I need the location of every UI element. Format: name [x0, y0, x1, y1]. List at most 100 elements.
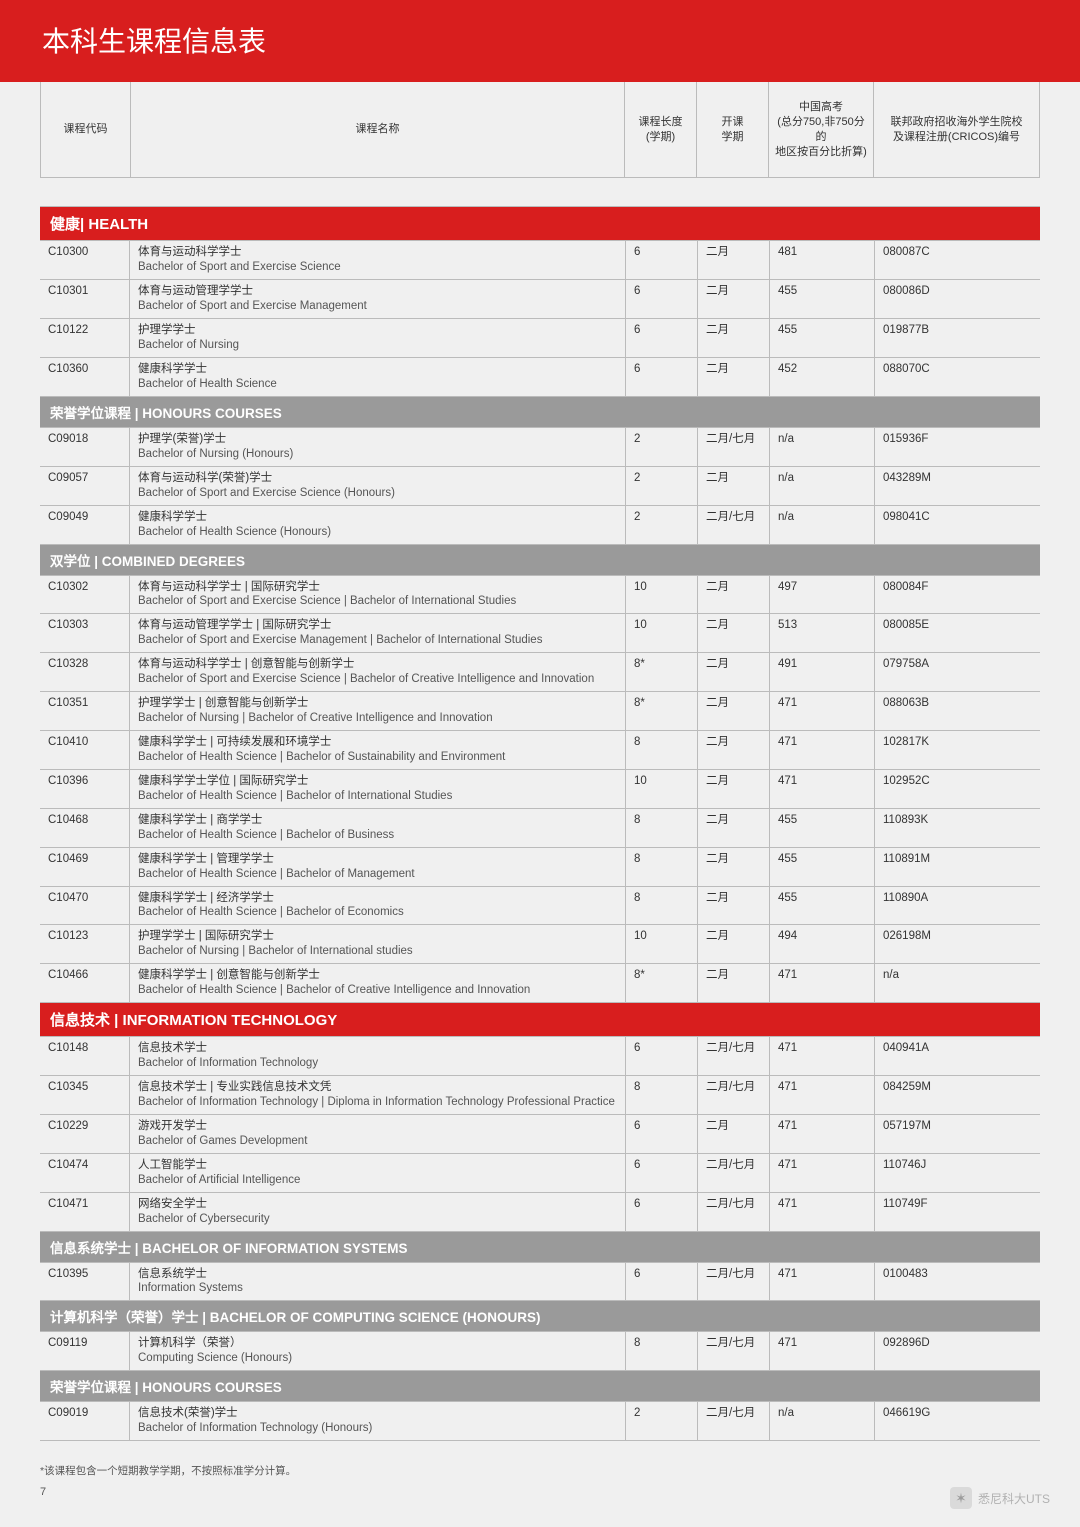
- cell-name: 体育与运动科学学士Bachelor of Sport and Exercise …: [130, 241, 626, 279]
- cell-code: C10302: [40, 576, 130, 614]
- cell-name: 护理学学士 | 创意智能与创新学士Bachelor of Nursing | B…: [130, 692, 626, 730]
- cell-gaokao: 471: [770, 1076, 875, 1114]
- cell-gaokao: n/a: [770, 506, 875, 544]
- cell-gaokao: 471: [770, 1332, 875, 1370]
- cell-gaokao: 471: [770, 770, 875, 808]
- cell-duration: 6: [626, 1263, 698, 1301]
- cell-name: 健康科学学士Bachelor of Health Science: [130, 358, 626, 396]
- course-name-en: Bachelor of Information Technology | Dip…: [138, 1095, 617, 1110]
- cell-cricos: 0100483: [875, 1263, 1040, 1301]
- cell-cricos: 046619G: [875, 1402, 1040, 1440]
- cell-cricos: 080087C: [875, 241, 1040, 279]
- cell-name: 健康科学学士 | 管理学学士Bachelor of Health Science…: [130, 848, 626, 886]
- cell-duration: 2: [626, 1402, 698, 1440]
- course-name-cn: 体育与运动管理学学士 | 国际研究学士: [138, 618, 617, 633]
- course-name-cn: 体育与运动科学学士 | 国际研究学士: [138, 580, 617, 595]
- cell-gaokao: 481: [770, 241, 875, 279]
- course-name-en: Bachelor of Health Science (Honours): [138, 525, 617, 540]
- subcategory-header: 双学位 | COMBINED DEGREES: [40, 545, 1040, 576]
- course-name-cn: 信息技术(荣誉)学士: [138, 1406, 617, 1421]
- course-name-en: Bachelor of Health Science: [138, 377, 617, 392]
- table-row: C09119计算机科学（荣誉）Computing Science (Honour…: [40, 1332, 1040, 1371]
- cell-duration: 8*: [626, 653, 698, 691]
- cell-code: C10396: [40, 770, 130, 808]
- cell-gaokao: 471: [770, 1115, 875, 1153]
- table-row: C10229游戏开发学士Bachelor of Games Developmen…: [40, 1115, 1040, 1154]
- cell-gaokao: 471: [770, 1154, 875, 1192]
- course-name-cn: 体育与运动科学(荣誉)学士: [138, 471, 617, 486]
- header-gk-l1: 中国高考: [775, 100, 867, 115]
- cell-cricos: 102817K: [875, 731, 1040, 769]
- cell-name: 护理学学士 | 国际研究学士Bachelor of Nursing | Bach…: [130, 925, 626, 963]
- course-name-en: Bachelor of Health Science | Bachelor of…: [138, 905, 617, 920]
- header-gk-l3: 地区按百分比折算): [775, 145, 867, 160]
- table-row: C09049健康科学学士Bachelor of Health Science (…: [40, 506, 1040, 545]
- table-row: C10303体育与运动管理学学士 | 国际研究学士Bachelor of Spo…: [40, 614, 1040, 653]
- subcategory-header: 信息系统学士 | BACHELOR OF INFORMATION SYSTEMS: [40, 1232, 1040, 1263]
- course-name-en: Bachelor of Sport and Exercise Science |…: [138, 672, 617, 687]
- table-row: C10345信息技术学士 | 专业实践信息技术文凭Bachelor of Inf…: [40, 1076, 1040, 1115]
- course-name-en: Information Systems: [138, 1281, 617, 1296]
- cell-name: 信息技术学士 | 专业实践信息技术文凭Bachelor of Informati…: [130, 1076, 626, 1114]
- cell-cricos: 084259M: [875, 1076, 1040, 1114]
- cell-duration: 6: [626, 1154, 698, 1192]
- course-name-en: Bachelor of Sport and Exercise Science (…: [138, 486, 617, 501]
- cell-duration: 6: [626, 358, 698, 396]
- cell-name: 人工智能学士Bachelor of Artificial Intelligenc…: [130, 1154, 626, 1192]
- cell-gaokao: 513: [770, 614, 875, 652]
- header-name: 课程名称: [131, 82, 625, 177]
- table-row: C10410健康科学学士 | 可持续发展和环境学士Bachelor of Hea…: [40, 731, 1040, 770]
- course-name-cn: 健康科学学士 | 商学学士: [138, 813, 617, 828]
- cell-duration: 10: [626, 770, 698, 808]
- header-cricos: 联邦政府招收海外学生院校 及课程注册(CRICOS)编号: [874, 82, 1039, 177]
- cell-duration: 10: [626, 614, 698, 652]
- cell-semester: 二月/七月: [698, 1402, 770, 1440]
- course-name-en: Bachelor of Health Science | Bachelor of…: [138, 867, 617, 882]
- table-row: C10395信息系统学士Information Systems6二月/七月471…: [40, 1263, 1040, 1302]
- course-name-cn: 健康科学学士: [138, 362, 617, 377]
- course-name-en: Computing Science (Honours): [138, 1351, 617, 1366]
- cell-gaokao: n/a: [770, 467, 875, 505]
- header-code-label: 课程代码: [47, 122, 124, 137]
- cell-code: C10471: [40, 1193, 130, 1231]
- cell-cricos: 110746J: [875, 1154, 1040, 1192]
- cell-name: 健康科学学士学位 | 国际研究学士Bachelor of Health Scie…: [130, 770, 626, 808]
- cell-semester: 二月: [698, 809, 770, 847]
- header-sem-l2: 学期: [703, 130, 762, 145]
- cell-duration: 8: [626, 809, 698, 847]
- cell-cricos: 098041C: [875, 506, 1040, 544]
- header-gk-l2: (总分750,非750分的: [775, 115, 867, 145]
- header-gaokao: 中国高考 (总分750,非750分的 地区按百分比折算): [769, 82, 874, 177]
- cell-name: 体育与运动科学(荣誉)学士Bachelor of Sport and Exerc…: [130, 467, 626, 505]
- cell-semester: 二月: [698, 770, 770, 808]
- cell-semester: 二月: [698, 319, 770, 357]
- cell-cricos: 040941A: [875, 1037, 1040, 1075]
- cell-name: 健康科学学士 | 可持续发展和环境学士Bachelor of Health Sc…: [130, 731, 626, 769]
- course-name-cn: 健康科学学士 | 管理学学士: [138, 852, 617, 867]
- table-row: C10469健康科学学士 | 管理学学士Bachelor of Health S…: [40, 848, 1040, 887]
- wechat-icon: ✶: [950, 1487, 972, 1509]
- cell-cricos: 088070C: [875, 358, 1040, 396]
- cell-gaokao: 455: [770, 848, 875, 886]
- cell-code: C10469: [40, 848, 130, 886]
- cell-code: C10410: [40, 731, 130, 769]
- cell-gaokao: 497: [770, 576, 875, 614]
- footnote: *该课程包含一个短期教学学期，不按照标准学分计算。: [40, 1463, 1040, 1478]
- course-name-cn: 护理学学士 | 创意智能与创新学士: [138, 696, 617, 711]
- cell-cricos: 102952C: [875, 770, 1040, 808]
- cell-semester: 二月: [698, 964, 770, 1002]
- cell-cricos: 026198M: [875, 925, 1040, 963]
- table-row: C10122护理学学士Bachelor of Nursing6二月4550198…: [40, 319, 1040, 358]
- cell-cricos: 079758A: [875, 653, 1040, 691]
- course-name-en: Bachelor of Nursing | Bachelor of Creati…: [138, 711, 617, 726]
- subcategory-header: 荣誉学位课程 | HONOURS COURSES: [40, 1371, 1040, 1402]
- course-name-cn: 护理学学士: [138, 323, 617, 338]
- cell-name: 体育与运动科学学士 | 创意智能与创新学士Bachelor of Sport a…: [130, 653, 626, 691]
- watermark-text: 悉尼科大UTS: [978, 1490, 1050, 1507]
- cell-code: C09049: [40, 506, 130, 544]
- table-row: C10470健康科学学士 | 经济学学士Bachelor of Health S…: [40, 887, 1040, 926]
- cell-gaokao: 455: [770, 809, 875, 847]
- subcategory-header: 计算机科学（荣誉）学士 | BACHELOR OF COMPUTING SCIE…: [40, 1301, 1040, 1332]
- course-name-cn: 护理学(荣誉)学士: [138, 432, 617, 447]
- cell-cricos: 080086D: [875, 280, 1040, 318]
